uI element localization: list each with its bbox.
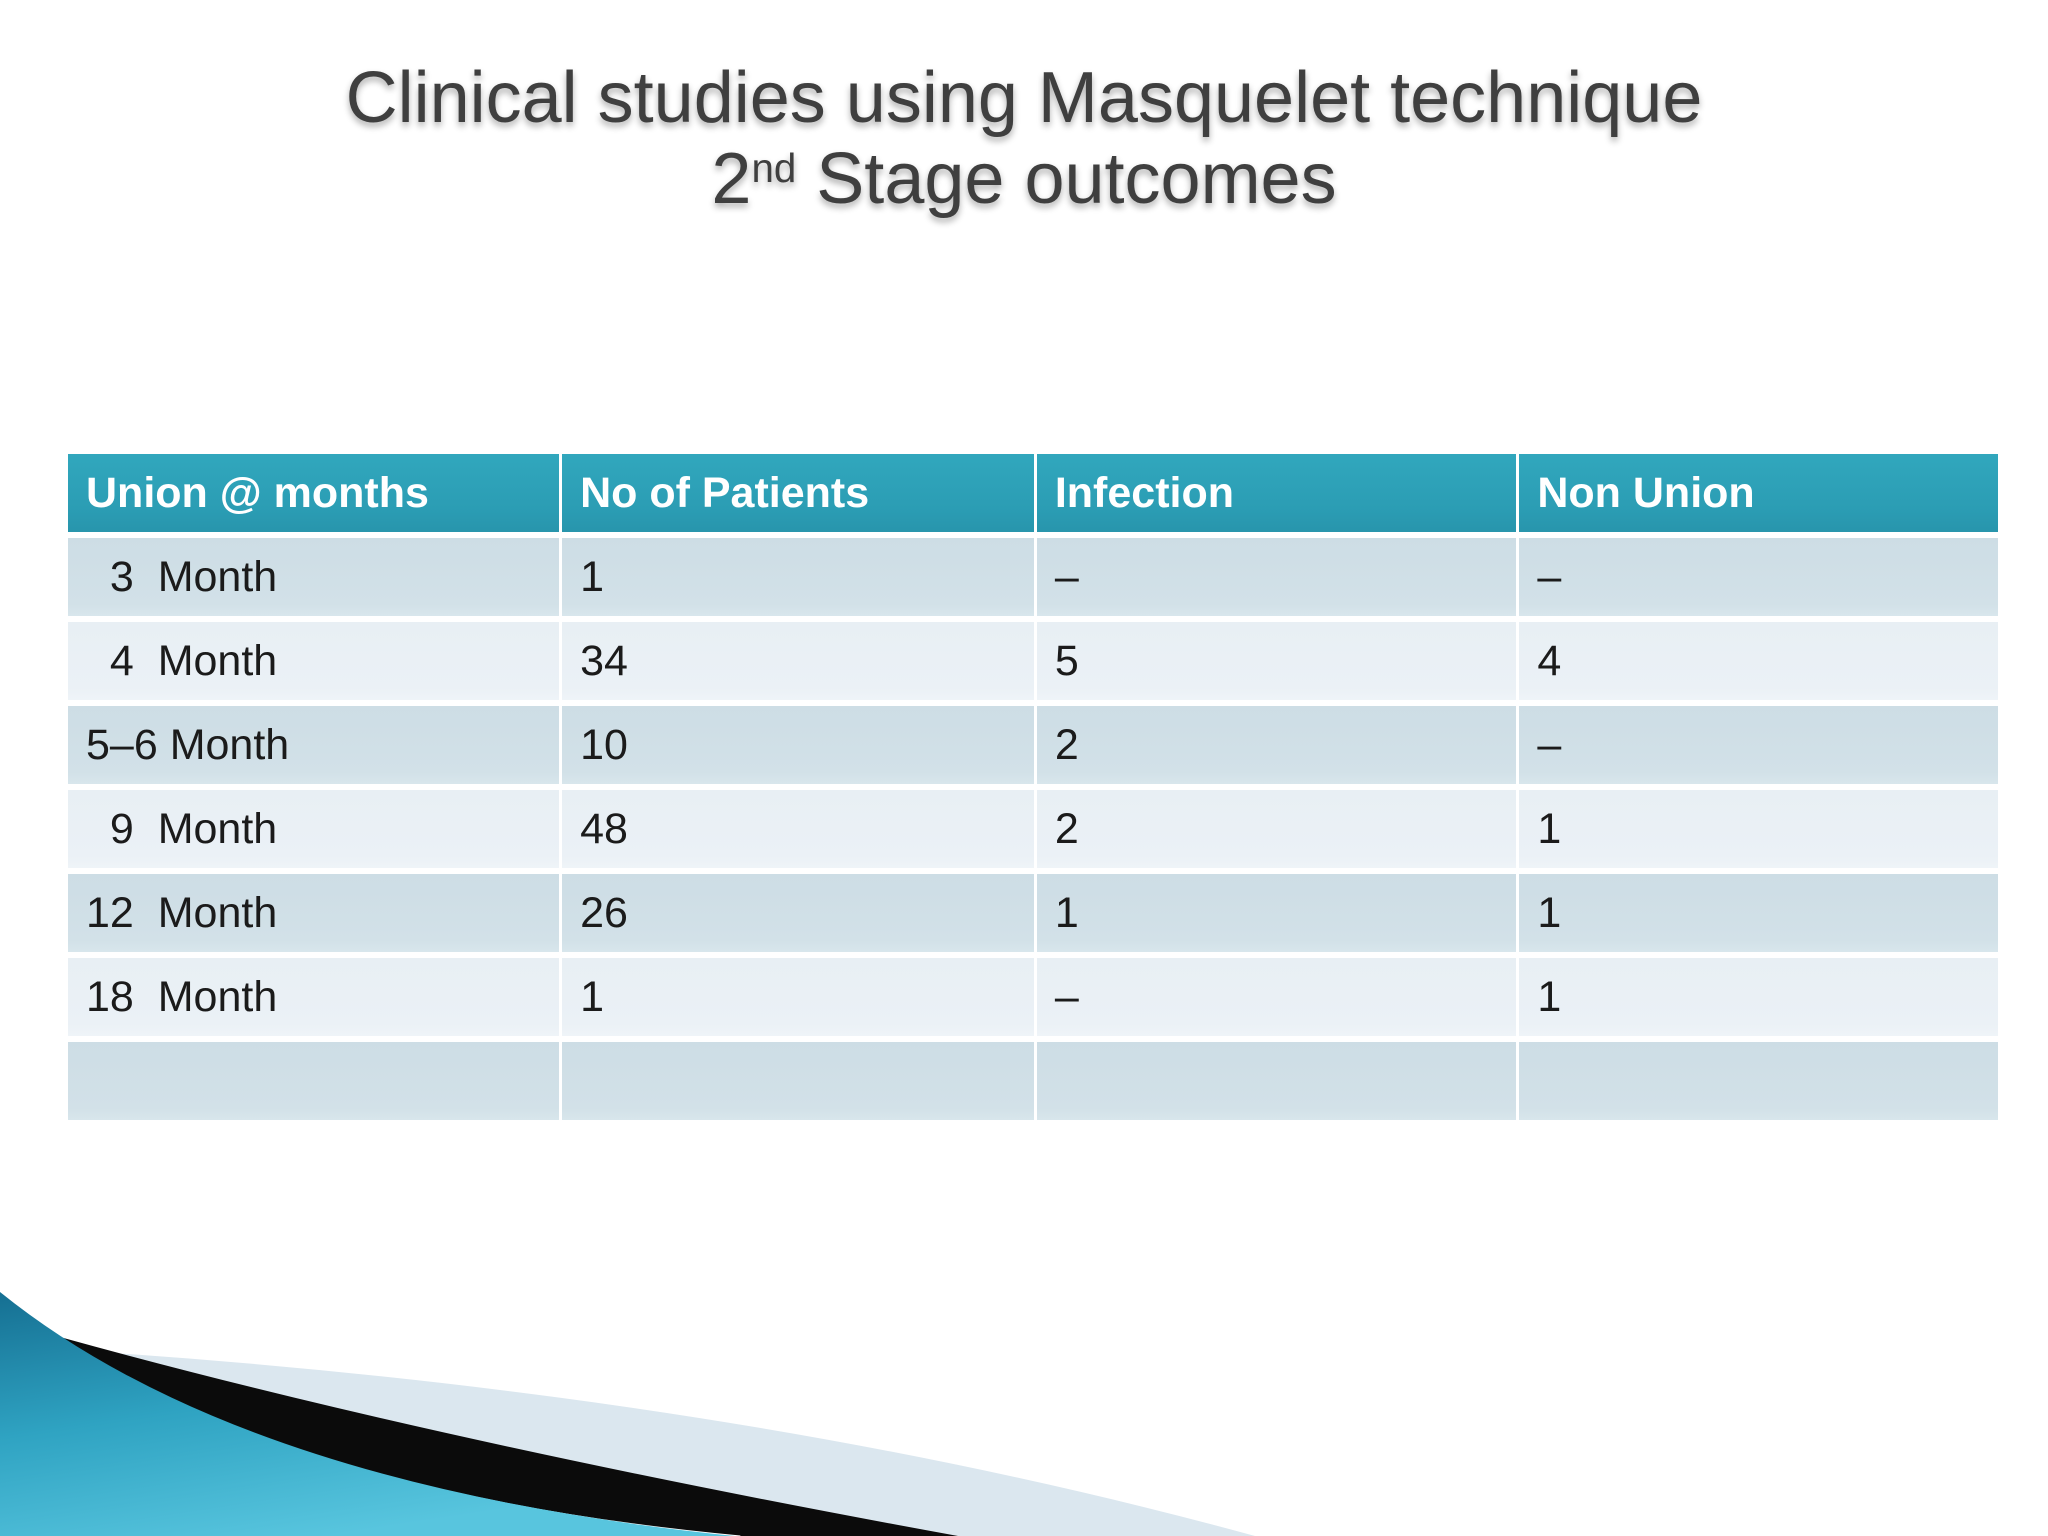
white-gap-line bbox=[0, 1296, 741, 1536]
table-cell-patients: 1 bbox=[562, 958, 1037, 1036]
table-cell-patients: 48 bbox=[562, 790, 1037, 868]
table-cell-infection bbox=[1036, 1042, 1520, 1120]
table-cell-patients: 1 bbox=[562, 538, 1037, 616]
table-cell-union: 9 Month bbox=[68, 790, 563, 868]
title-line2-base: 2 bbox=[711, 138, 752, 219]
title-line2-superscript: nd bbox=[751, 144, 797, 191]
column-header-nonunion: Non Union bbox=[1519, 454, 1998, 532]
column-header-infection: Infection bbox=[1036, 454, 1520, 532]
table-row: 5–6 Month 10 2 – bbox=[68, 706, 1998, 784]
table-cell-patients bbox=[562, 1042, 1037, 1120]
table-cell-union: 4 Month bbox=[68, 622, 563, 700]
table-cell-patients: 34 bbox=[562, 622, 1037, 700]
table-cell-infection: 5 bbox=[1036, 622, 1520, 700]
table-row: 9 Month 48 2 1 bbox=[68, 790, 1998, 868]
table-cell-nonunion: 1 bbox=[1519, 790, 1998, 868]
title-line2-rest: Stage outcomes bbox=[796, 138, 1337, 219]
table-cell-infection: 1 bbox=[1036, 874, 1520, 952]
table-cell-infection: 2 bbox=[1036, 790, 1520, 868]
outcomes-table: Union @ months No of Patients Infection … bbox=[68, 448, 1998, 1126]
column-header-patients: No of Patients bbox=[562, 454, 1037, 532]
table-cell-infection: – bbox=[1036, 538, 1520, 616]
table-cell-nonunion: 1 bbox=[1519, 874, 1998, 952]
table-row: 18 Month 1 – 1 bbox=[68, 958, 1998, 1036]
table-cell-nonunion bbox=[1519, 1042, 1998, 1120]
table-cell-infection: 2 bbox=[1036, 706, 1520, 784]
table-row-empty bbox=[68, 1042, 1998, 1120]
title-line-1: Clinical studies using Masquelet techniq… bbox=[345, 58, 1703, 138]
table-cell-union: 5–6 Month bbox=[68, 706, 563, 784]
table-cell-patients: 26 bbox=[562, 874, 1037, 952]
table-cell-union bbox=[68, 1042, 563, 1120]
table-row: 12 Month 26 1 1 bbox=[68, 874, 1998, 952]
table-cell-union: 12 Month bbox=[68, 874, 563, 952]
slide-title: Clinical studies using Masquelet techniq… bbox=[0, 58, 2048, 219]
table-row: 3 Month 1 – – bbox=[68, 538, 1998, 616]
table-cell-nonunion: 1 bbox=[1519, 958, 1998, 1036]
table-cell-patients: 10 bbox=[562, 706, 1037, 784]
corner-swoosh-decoration bbox=[0, 1292, 1255, 1536]
table-cell-infection: – bbox=[1036, 958, 1520, 1036]
table-row: 4 Month 34 5 4 bbox=[68, 622, 1998, 700]
table-cell-union: 18 Month bbox=[68, 958, 563, 1036]
table-cell-union: 3 Month bbox=[68, 538, 563, 616]
table-cell-nonunion: – bbox=[1519, 538, 1998, 616]
table-header-row: Union @ months No of Patients Infection … bbox=[68, 454, 1998, 532]
pale-wedge-shape bbox=[0, 1346, 1255, 1536]
table-cell-nonunion: 4 bbox=[1519, 622, 1998, 700]
teal-swoosh-shape bbox=[0, 1292, 735, 1536]
black-band-shape bbox=[0, 1320, 958, 1536]
title-line-2: 2nd Stage outcomes bbox=[0, 139, 2048, 220]
column-header-union: Union @ months bbox=[68, 454, 563, 532]
table-cell-nonunion: – bbox=[1519, 706, 1998, 784]
